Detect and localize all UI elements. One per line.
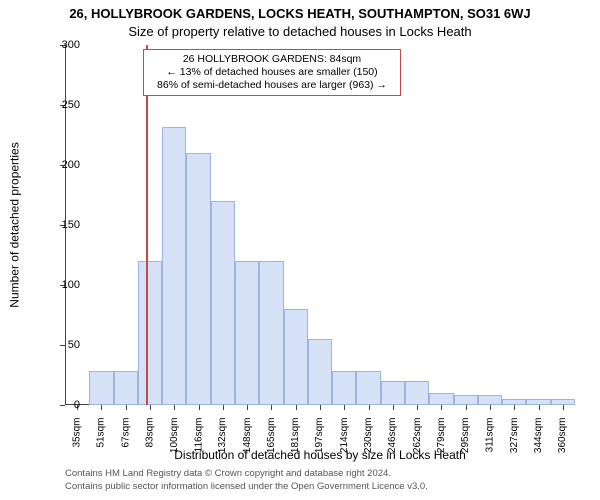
property-callout: 26 HOLLYBROOK GARDENS: 84sqm← 13% of det… [143, 49, 401, 96]
x-tick [514, 405, 515, 410]
x-tick [344, 405, 345, 410]
x-tick-label: 35sqm [72, 418, 83, 448]
y-tick-label: 50 [40, 339, 80, 351]
y-tick-label: 150 [40, 219, 80, 231]
x-tick [539, 405, 540, 410]
chart-title-address: 26, HOLLYBROOK GARDENS, LOCKS HEATH, SOU… [0, 6, 600, 21]
x-tick-label: 51sqm [96, 418, 107, 448]
y-axis-label: Number of detached properties [6, 45, 24, 405]
histogram-bar [138, 261, 162, 405]
histogram-bar [478, 395, 502, 405]
callout-line-property: 26 HOLLYBROOK GARDENS: 84sqm [150, 53, 394, 66]
histogram-bar [235, 261, 259, 405]
y-tick-label: 100 [40, 279, 80, 291]
x-tick-label: 360sqm [557, 418, 568, 454]
histogram-bar [405, 381, 429, 405]
x-tick-label: 197sqm [315, 418, 326, 454]
histogram-bar [454, 395, 478, 405]
x-tick-label: 214sqm [339, 418, 350, 454]
histogram-bar [381, 381, 405, 405]
x-tick [369, 405, 370, 410]
x-tick-label: 295sqm [460, 418, 471, 454]
x-tick-label: 100sqm [169, 418, 180, 454]
x-tick [393, 405, 394, 410]
histogram-bar [332, 371, 356, 405]
x-tick-label: 165sqm [266, 418, 277, 454]
x-tick-label: 181sqm [290, 418, 301, 454]
x-tick-label: 83sqm [145, 418, 156, 448]
x-tick [563, 405, 564, 410]
histogram-bar [211, 201, 235, 405]
x-tick [466, 405, 467, 410]
x-tick [296, 405, 297, 410]
y-tick-label: 250 [40, 99, 80, 111]
x-tick [150, 405, 151, 410]
histogram-bar [259, 261, 283, 405]
x-tick-label: 148sqm [242, 418, 253, 454]
x-tick-label: 116sqm [193, 418, 204, 453]
chart-subtitle: Size of property relative to detached ho… [0, 24, 600, 39]
x-tick [174, 405, 175, 410]
x-tick-label: 311sqm [485, 418, 496, 453]
y-tick-label: 0 [40, 399, 80, 411]
y-tick-label: 300 [40, 39, 80, 51]
histogram-bar [308, 339, 332, 405]
x-tick [320, 405, 321, 410]
x-tick-label: 67sqm [120, 418, 131, 448]
histogram-bar [89, 371, 113, 405]
chart-container: 26, HOLLYBROOK GARDENS, LOCKS HEATH, SOU… [0, 0, 600, 500]
histogram-bar [284, 309, 308, 405]
x-tick [247, 405, 248, 410]
histogram-bar [162, 127, 186, 405]
histogram-bar [114, 371, 138, 405]
histogram-bar [356, 371, 380, 405]
callout-line-larger: 86% of semi-detached houses are larger (… [150, 79, 394, 92]
x-tick-label: 344sqm [533, 418, 544, 454]
plot-area: 26 HOLLYBROOK GARDENS: 84sqm← 13% of det… [65, 45, 575, 405]
x-tick [101, 405, 102, 410]
x-tick [271, 405, 272, 410]
x-tick [199, 405, 200, 410]
x-tick-label: 327sqm [509, 418, 520, 454]
x-tick [490, 405, 491, 410]
property-marker-line [146, 45, 148, 405]
x-tick-label: 279sqm [436, 418, 447, 454]
x-tick [126, 405, 127, 410]
histogram-bar [186, 153, 210, 405]
x-tick [441, 405, 442, 410]
histogram-bar [429, 393, 453, 405]
footer-copyright-1: Contains HM Land Registry data © Crown c… [65, 468, 391, 479]
x-tick [223, 405, 224, 410]
x-tick-label: 262sqm [412, 418, 423, 454]
footer-copyright-2: Contains public sector information licen… [65, 481, 428, 492]
x-tick [417, 405, 418, 410]
callout-line-smaller: ← 13% of detached houses are smaller (15… [150, 66, 394, 79]
x-tick-label: 246sqm [387, 418, 398, 454]
x-tick-label: 132sqm [217, 418, 228, 454]
y-tick-label: 200 [40, 159, 80, 171]
x-tick-label: 230sqm [363, 418, 374, 454]
